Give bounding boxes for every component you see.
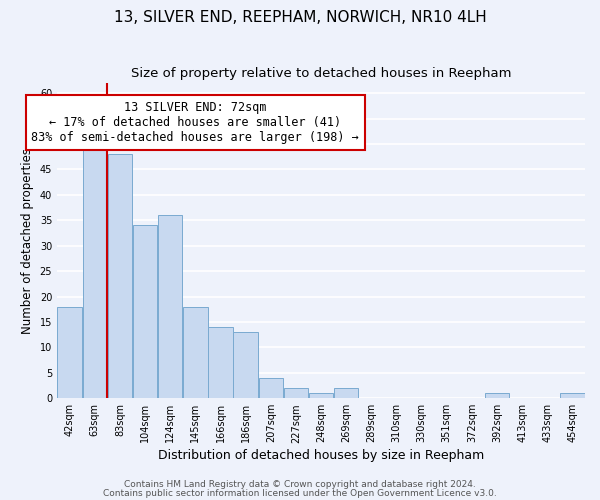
Text: Contains public sector information licensed under the Open Government Licence v3: Contains public sector information licen… — [103, 488, 497, 498]
Bar — [208, 327, 233, 398]
Bar — [183, 306, 208, 398]
Text: Contains HM Land Registry data © Crown copyright and database right 2024.: Contains HM Land Registry data © Crown c… — [124, 480, 476, 489]
Bar — [560, 393, 584, 398]
Bar — [259, 378, 283, 398]
Bar — [58, 306, 82, 398]
Title: Size of property relative to detached houses in Reepham: Size of property relative to detached ho… — [131, 68, 511, 80]
Y-axis label: Number of detached properties: Number of detached properties — [21, 148, 34, 334]
Bar — [83, 149, 107, 398]
Bar — [108, 154, 132, 398]
Text: 13, SILVER END, REEPHAM, NORWICH, NR10 4LH: 13, SILVER END, REEPHAM, NORWICH, NR10 4… — [113, 10, 487, 25]
Bar — [233, 332, 258, 398]
Bar — [158, 215, 182, 398]
Bar — [284, 388, 308, 398]
Text: 13 SILVER END: 72sqm
← 17% of detached houses are smaller (41)
83% of semi-detac: 13 SILVER END: 72sqm ← 17% of detached h… — [31, 101, 359, 144]
Bar — [485, 393, 509, 398]
Bar — [334, 388, 358, 398]
X-axis label: Distribution of detached houses by size in Reepham: Distribution of detached houses by size … — [158, 450, 484, 462]
Bar — [133, 226, 157, 398]
Bar — [309, 393, 333, 398]
